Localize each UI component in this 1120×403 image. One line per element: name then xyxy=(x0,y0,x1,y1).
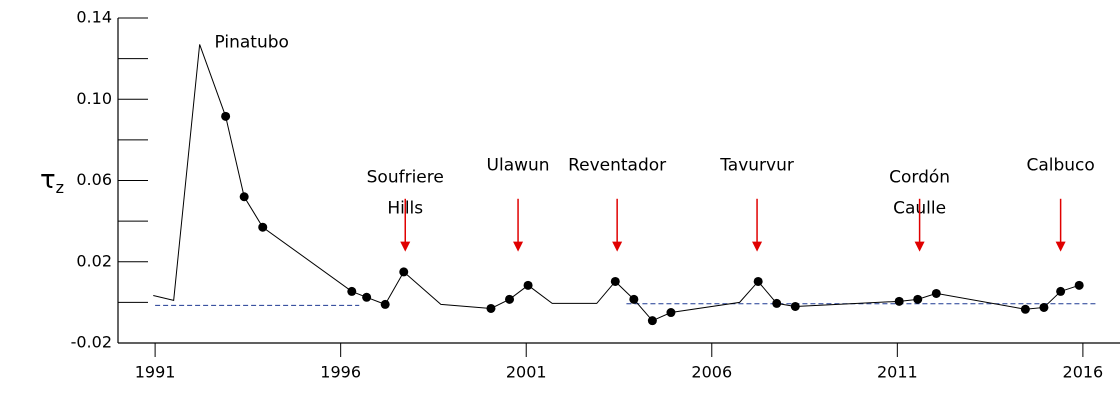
y-tick-label: -0.02 xyxy=(71,333,112,352)
data-point xyxy=(505,294,515,304)
x-tick-label: 1996 xyxy=(320,363,361,382)
data-point xyxy=(931,288,941,298)
data-point xyxy=(258,222,268,232)
x-tick-label: 1991 xyxy=(135,363,176,382)
data-point xyxy=(1039,302,1049,312)
data-point xyxy=(239,192,249,202)
data-point xyxy=(221,111,231,121)
data-point xyxy=(380,299,390,309)
data-point xyxy=(1074,280,1084,290)
y-label-subscript: z xyxy=(56,178,64,197)
annotation-label: Calbuco xyxy=(1026,155,1094,175)
data-point xyxy=(772,298,782,308)
data-point xyxy=(610,276,620,286)
data-point xyxy=(362,292,372,302)
annotation-label: Soufriere xyxy=(367,167,444,187)
y-axis-label: τz xyxy=(40,165,64,197)
x-tick-label: 2006 xyxy=(691,363,732,382)
y-tick-label: 0.06 xyxy=(76,170,112,189)
x-tick-label: 2011 xyxy=(877,363,918,382)
arrow-head xyxy=(612,241,623,252)
annotation-label: Reventador xyxy=(568,155,666,175)
annotation-label: Cordón xyxy=(889,167,950,187)
data-point xyxy=(486,303,496,313)
arrow-head xyxy=(400,241,411,252)
data-point xyxy=(790,301,800,311)
data-point xyxy=(1020,304,1030,314)
x-tick-label: 2001 xyxy=(506,363,547,382)
x-tick-label: 2016 xyxy=(1063,363,1104,382)
data-point xyxy=(347,286,357,296)
arrow-head xyxy=(513,241,524,252)
y-tick-label: 0.02 xyxy=(76,251,112,270)
y-tick-label: 0.10 xyxy=(76,89,112,108)
annotation-label: Tavurvur xyxy=(719,155,794,175)
arrow-head xyxy=(752,241,763,252)
y-tick-label: 0.14 xyxy=(76,8,112,27)
data-point xyxy=(399,267,409,277)
data-point xyxy=(753,276,763,286)
arrow-head xyxy=(914,241,925,252)
data-point xyxy=(523,280,533,290)
data-point xyxy=(1056,286,1066,296)
y-label-symbol: τ xyxy=(40,165,56,195)
data-point xyxy=(629,294,639,304)
data-point xyxy=(913,294,923,304)
annotation-label: Pinatubo xyxy=(214,32,288,52)
annotation-label: Ulawun xyxy=(487,155,550,175)
arrow-head xyxy=(1055,241,1066,252)
data-point xyxy=(666,308,676,318)
data-point xyxy=(894,296,904,306)
data-point xyxy=(647,316,657,326)
